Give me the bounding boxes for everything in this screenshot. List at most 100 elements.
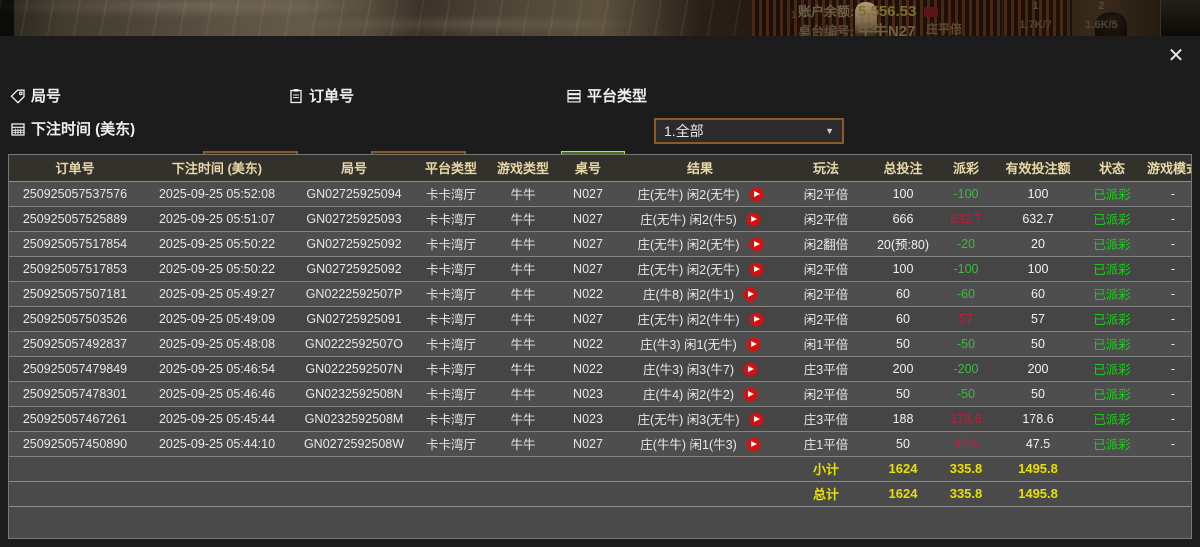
table-row[interactable]: 250925057517854 2025-09-25 05:50:22 GN0272… xyxy=(9,231,1191,257)
cell-game-type: 牛牛 xyxy=(487,356,559,382)
order-no-label-group: 订单号 xyxy=(288,85,354,106)
col-header-table-no[interactable]: 桌号 xyxy=(559,155,617,182)
platform-type-label-group: 平台类型 xyxy=(566,85,647,106)
table-row[interactable]: 250925057517853 2025-09-25 05:50:22 GN0272… xyxy=(9,256,1191,282)
cell-total-bet: 60 xyxy=(869,281,937,307)
cell-play: 庄1平倍 xyxy=(783,431,869,457)
cell-bet-time: 2025-09-25 05:46:46 xyxy=(141,381,293,407)
cell-result: 庄(牛牛) 闲1(牛3) xyxy=(617,431,783,457)
summary-spacer xyxy=(617,455,783,482)
cell-platform: 卡卡湾厅 xyxy=(415,281,487,307)
play-video-icon[interactable] xyxy=(743,288,757,301)
play-video-icon[interactable] xyxy=(749,263,763,276)
cell-play: 闲2平倍 xyxy=(783,256,869,282)
cell-table-no: N023 xyxy=(559,381,617,407)
bet-history-table-container[interactable]: 订单号 下注时间 (美东) 局号 平台类型 游戏类型 桌号 结果 玩法 总投注 … xyxy=(8,154,1192,539)
close-icon[interactable]: ✕ xyxy=(1167,43,1185,67)
table-row[interactable]: 250925057503526 2025-09-25 05:49:09 GN0272… xyxy=(9,306,1191,332)
hud-stat-value-2: 1.6K/5 xyxy=(1085,19,1118,31)
cell-payout: -50 xyxy=(937,381,995,407)
table-row[interactable]: 250925057492837 2025-09-25 05:48:08 GN0222… xyxy=(9,331,1191,357)
cell-bet-time: 2025-09-25 05:48:08 xyxy=(141,331,293,357)
table-row[interactable]: 250925057478301 2025-09-25 05:46:46 GN0232… xyxy=(9,381,1191,407)
table-row[interactable]: 250925057507181 2025-09-25 05:49:27 GN0222… xyxy=(9,281,1191,307)
cell-mode: - xyxy=(1143,306,1191,332)
cell-round-no: GN0222592507O xyxy=(293,331,415,357)
cell-mode: - xyxy=(1143,356,1191,382)
cell-result: 庄(牛4) 闲2(牛2) xyxy=(617,381,783,407)
cell-valid-bet: 50 xyxy=(995,381,1081,407)
cell-round-no: GN0272592508W xyxy=(293,431,415,457)
cell-status: 已派彩 xyxy=(1081,306,1143,332)
background-dealer-secondary xyxy=(1095,12,1127,36)
cell-result: 庄(牛8) 闲2(牛1) xyxy=(617,281,783,307)
cell-order-no: 250925057450890 xyxy=(9,431,141,457)
col-header-game-type[interactable]: 游戏类型 xyxy=(487,155,559,182)
col-header-bet-time[interactable]: 下注时间 (美东) xyxy=(141,155,293,182)
summary-payout-0: 335.8 xyxy=(937,455,995,482)
table-number-value: 牛牛N27 xyxy=(857,23,916,36)
play-video-icon[interactable] xyxy=(746,438,760,451)
cell-bet-time: 2025-09-25 05:45:44 xyxy=(141,406,293,432)
play-video-icon[interactable] xyxy=(749,413,763,426)
cell-order-no: 250925057517853 xyxy=(9,256,141,282)
play-video-icon[interactable] xyxy=(746,338,760,351)
cell-bet-time: 2025-09-25 05:49:27 xyxy=(141,281,293,307)
cell-play: 闲2平倍 xyxy=(783,181,869,207)
col-header-valid-bet[interactable]: 有效投注额 xyxy=(995,155,1081,182)
summary-spacer-status-1 xyxy=(1081,480,1143,507)
col-header-status[interactable]: 状态 xyxy=(1081,155,1143,182)
col-header-mode[interactable]: 游戏模式 xyxy=(1143,155,1191,182)
play-video-icon[interactable] xyxy=(746,213,760,226)
col-header-payout[interactable]: 派彩 xyxy=(937,155,995,182)
seat-number-left: 1 xyxy=(791,10,797,21)
cell-total-bet: 50 xyxy=(869,431,937,457)
play-video-icon[interactable] xyxy=(743,388,757,401)
cell-total-bet: 100 xyxy=(869,181,937,207)
cell-status: 已派彩 xyxy=(1081,206,1143,232)
table-row[interactable]: 250925057467261 2025-09-25 05:45:44 GN0232… xyxy=(9,406,1191,432)
summary-spacer xyxy=(617,480,783,507)
summary-spacer xyxy=(141,480,293,507)
col-header-total-bet[interactable]: 总投注 xyxy=(869,155,937,182)
summary-label-0: 小计 xyxy=(783,455,869,482)
account-balance-label: 账户余额: xyxy=(798,4,855,19)
calendar-icon xyxy=(11,122,25,136)
cell-status: 已派彩 xyxy=(1081,431,1143,457)
col-header-result[interactable]: 结果 xyxy=(617,155,783,182)
cell-result: 庄(牛3) 闲1(无牛) xyxy=(617,331,783,357)
summary-valid-bet-1: 1495.8 xyxy=(995,480,1081,507)
platform-type-select[interactable]: 1.全部 ▼ xyxy=(654,118,844,144)
cell-order-no: 250925057467261 xyxy=(9,406,141,432)
cell-total-bet: 200 xyxy=(869,356,937,382)
table-row[interactable]: 250925057537576 2025-09-25 05:52:08 GN0272… xyxy=(9,181,1191,207)
col-header-platform[interactable]: 平台类型 xyxy=(415,155,487,182)
result-text: 庄(无牛) 闲2(无牛) xyxy=(637,263,740,277)
cell-game-type: 牛牛 xyxy=(487,431,559,457)
cell-status: 已派彩 xyxy=(1081,356,1143,382)
cell-game-type: 牛牛 xyxy=(487,381,559,407)
col-header-play[interactable]: 玩法 xyxy=(783,155,869,182)
cell-total-bet: 666 xyxy=(869,206,937,232)
play-video-icon[interactable] xyxy=(749,313,763,326)
cell-bet-time: 2025-09-25 05:51:07 xyxy=(141,206,293,232)
summary-spacer xyxy=(559,455,617,482)
cell-valid-bet: 47.5 xyxy=(995,431,1081,457)
play-video-icon[interactable] xyxy=(749,188,763,201)
cell-payout: -20 xyxy=(937,231,995,257)
result-text: 庄(牛3) 闲3(牛7) xyxy=(643,363,734,377)
cell-platform: 卡卡湾厅 xyxy=(415,206,487,232)
table-row[interactable]: 250925057525889 2025-09-25 05:51:07 GN0272… xyxy=(9,206,1191,232)
cell-payout: 57 xyxy=(937,306,995,332)
table-row[interactable]: 250925057450890 2025-09-25 05:44:10 GN0272… xyxy=(9,431,1191,457)
table-row[interactable]: 250925057479849 2025-09-25 05:46:54 GN0222… xyxy=(9,356,1191,382)
col-header-round-no[interactable]: 局号 xyxy=(293,155,415,182)
cell-mode: - xyxy=(1143,406,1191,432)
cell-total-bet: 20(预:80) xyxy=(869,231,937,257)
play-video-icon[interactable] xyxy=(743,363,757,376)
cell-valid-bet: 178.6 xyxy=(995,406,1081,432)
play-video-icon[interactable] xyxy=(749,238,763,251)
col-header-order-no[interactable]: 订单号 xyxy=(9,155,141,182)
cell-payout: -200 xyxy=(937,356,995,382)
